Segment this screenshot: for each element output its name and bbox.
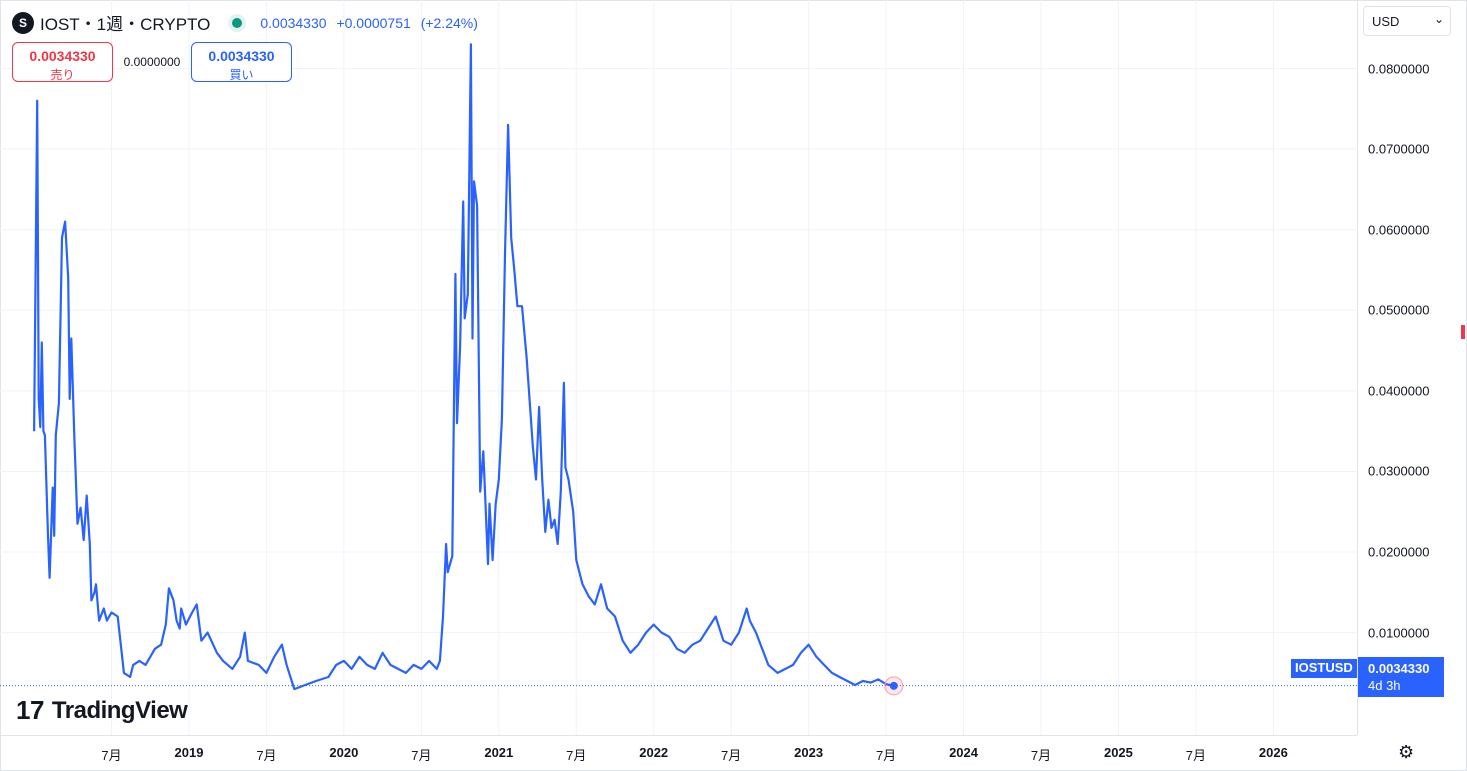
trade-buttons: 0.0034330 売り 0.0000000 0.0034330 買い: [12, 42, 292, 82]
buy-price: 0.0034330: [208, 48, 275, 64]
x-tick-label: 7月: [256, 748, 277, 763]
y-tick-label: 0.0500000: [1368, 302, 1430, 318]
currency-value: USD: [1372, 14, 1400, 29]
currency-select[interactable]: USD ⌄: [1363, 6, 1451, 36]
x-tick-label: 7月: [721, 748, 742, 763]
price-chart[interactable]: [0, 0, 1357, 735]
tradingview-mark-icon: 17: [16, 695, 44, 725]
bar-countdown: 4d 3h: [1368, 678, 1401, 693]
x-tick-label: 7月: [411, 748, 432, 763]
last-point-marker: [889, 681, 898, 690]
y-tick-label: 0.0200000: [1368, 544, 1430, 560]
buy-button[interactable]: 0.0034330 買い: [191, 42, 292, 82]
gear-icon[interactable]: ⚙: [1398, 742, 1415, 762]
price-axis[interactable]: 0.0100000 0.0200000 0.0300000 0.0400000 0.05…: [1357, 0, 1466, 735]
legend-values: 0.0034330 +0.0000751 (+2.24%): [260, 15, 484, 31]
tradingview-logo[interactable]: 17 TradingView: [16, 695, 188, 726]
x-tick-label: 2026: [1258, 745, 1288, 760]
x-tick-label: 7月: [101, 748, 122, 763]
y-tick-label: 0.0400000: [1368, 383, 1430, 399]
y-tick-label: 0.0300000: [1368, 463, 1430, 479]
y-tick-label: 0.0600000: [1368, 222, 1430, 238]
y-tick-label: 0.0800000: [1368, 61, 1430, 76]
x-tick-label: 2019: [174, 745, 204, 760]
last-price: 0.0034330: [260, 14, 327, 31]
price-series-line: [33, 43, 895, 691]
chevron-down-icon: ⌄: [1433, 12, 1444, 26]
spread-value: 0.0000000: [123, 55, 181, 69]
x-tick-label: 7月: [1030, 748, 1052, 763]
current-price-tag: 0.0034330 4d 3h: [1358, 657, 1444, 697]
y-tick-label: 0.0700000: [1368, 141, 1430, 157]
current-price-label: 0.0034330: [1368, 661, 1430, 676]
time-axis[interactable]: 7月 2019 7月 2020 7月 2021 7月 2022 7月 2023 7月 2024 7月 20…: [0, 735, 1357, 770]
x-tick-label: 7月: [1185, 748, 1207, 763]
x-tick-label: 7月: [566, 748, 587, 763]
x-tick-label: 2025: [1103, 745, 1133, 760]
symbol-tag: IOSTUSD: [1291, 659, 1357, 678]
sell-price: 0.0034330: [29, 48, 96, 64]
alert-marker: [1461, 325, 1465, 339]
y-tick-label: 0.0100000: [1368, 625, 1430, 641]
sell-button[interactable]: 0.0034330 売り: [12, 42, 113, 82]
price-change-pct: (+2.24%): [420, 14, 478, 31]
x-tick-label: 2024: [949, 745, 978, 760]
x-tick-label: 2021: [484, 745, 514, 760]
market-status-icon: [232, 17, 243, 28]
price-change: +0.0000751: [336, 14, 411, 31]
x-tick-label: 2022: [639, 745, 669, 760]
x-tick-label: 7月: [875, 748, 897, 763]
buy-label: 買い: [229, 68, 254, 82]
x-tick-label: 2020: [329, 745, 359, 760]
symbol-legend: S IOST・1週・CRYPTO 0.0034330 +0.0000751 (+…: [12, 10, 484, 35]
iost-logo-icon: S: [12, 11, 34, 34]
x-tick-label: 2023: [794, 745, 824, 760]
sell-label: 売り: [50, 68, 75, 82]
plot-area[interactable]: [0, 0, 1357, 735]
symbol-title[interactable]: IOST・1週・CRYPTO: [40, 15, 211, 34]
tradingview-wordmark: TradingView: [51, 696, 188, 724]
